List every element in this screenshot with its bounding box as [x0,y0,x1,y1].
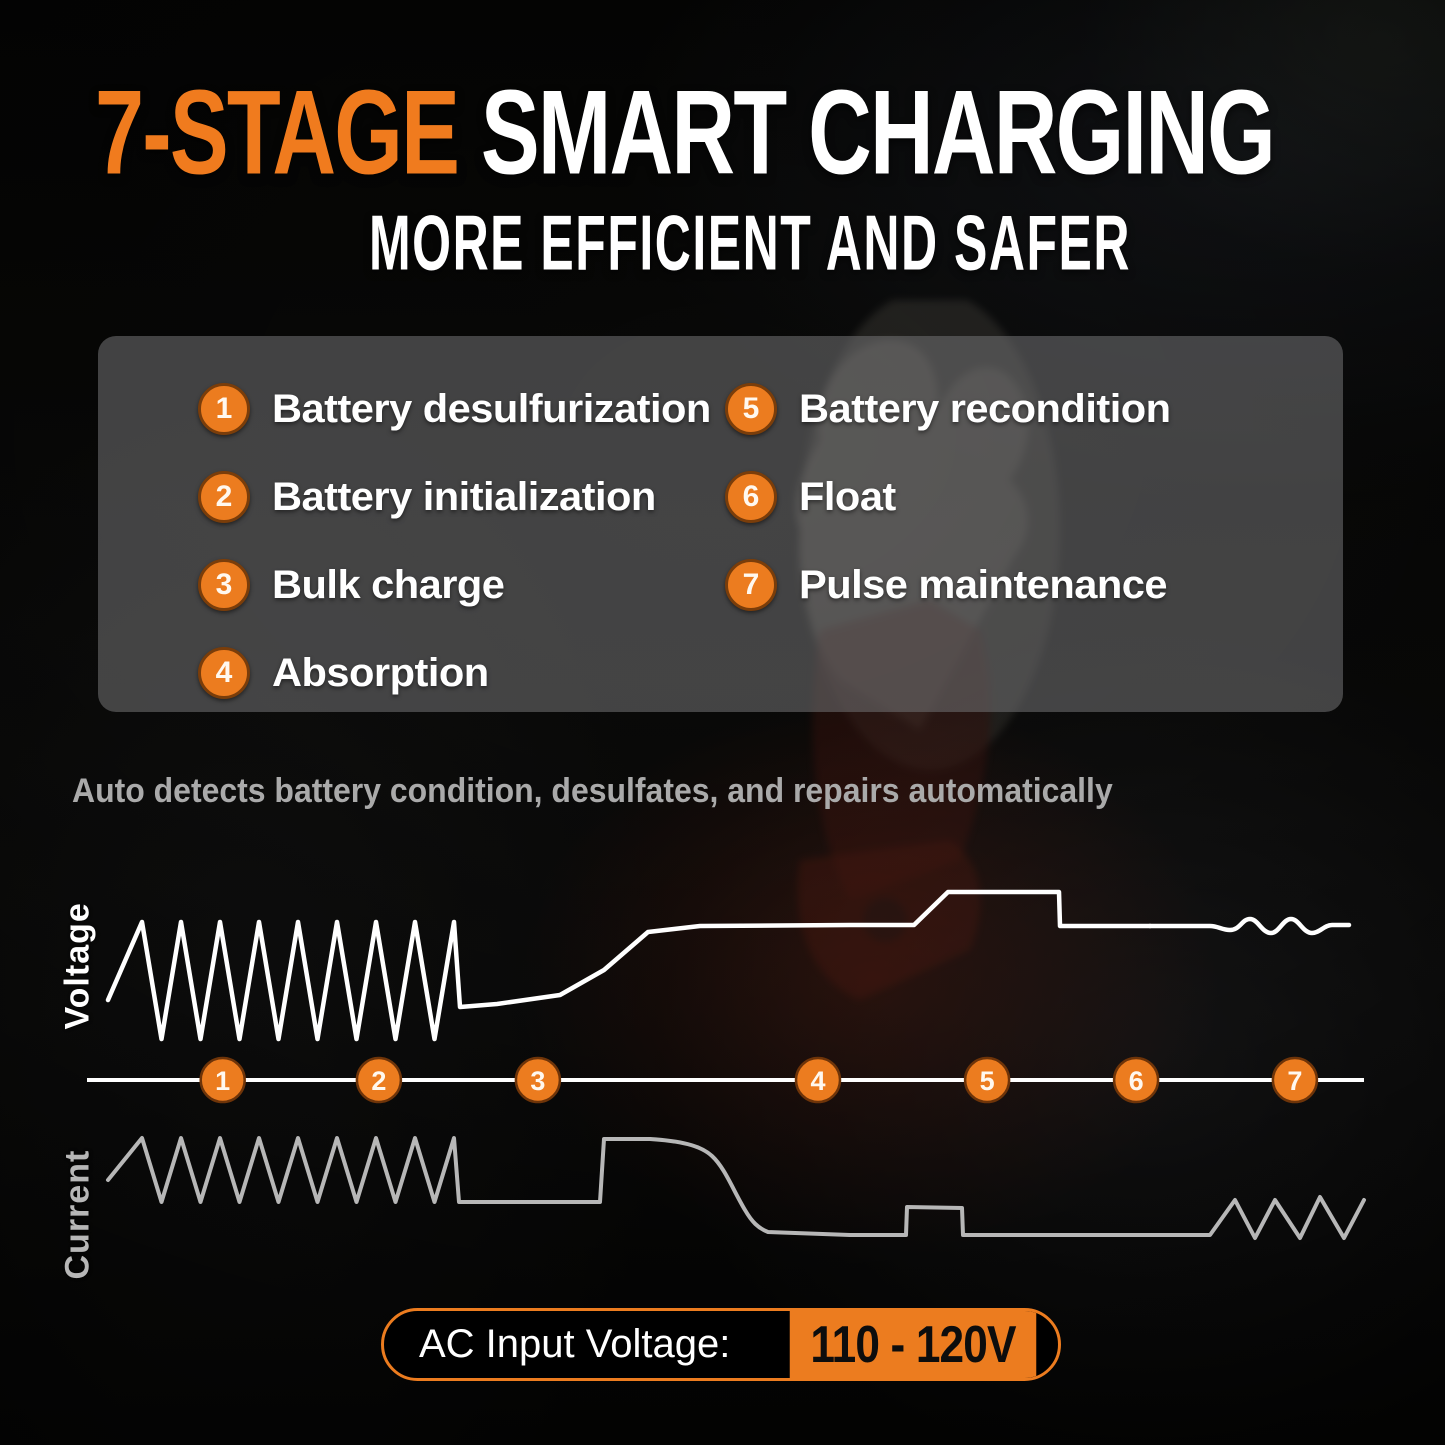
svg-text:7: 7 [1287,1066,1302,1096]
svg-text:1: 1 [215,1066,230,1096]
svg-text:5: 5 [980,1066,995,1096]
svg-text:2: 2 [371,1066,386,1096]
svg-text:6: 6 [1129,1066,1144,1096]
svg-text:4: 4 [810,1066,825,1096]
svg-text:3: 3 [530,1066,545,1096]
